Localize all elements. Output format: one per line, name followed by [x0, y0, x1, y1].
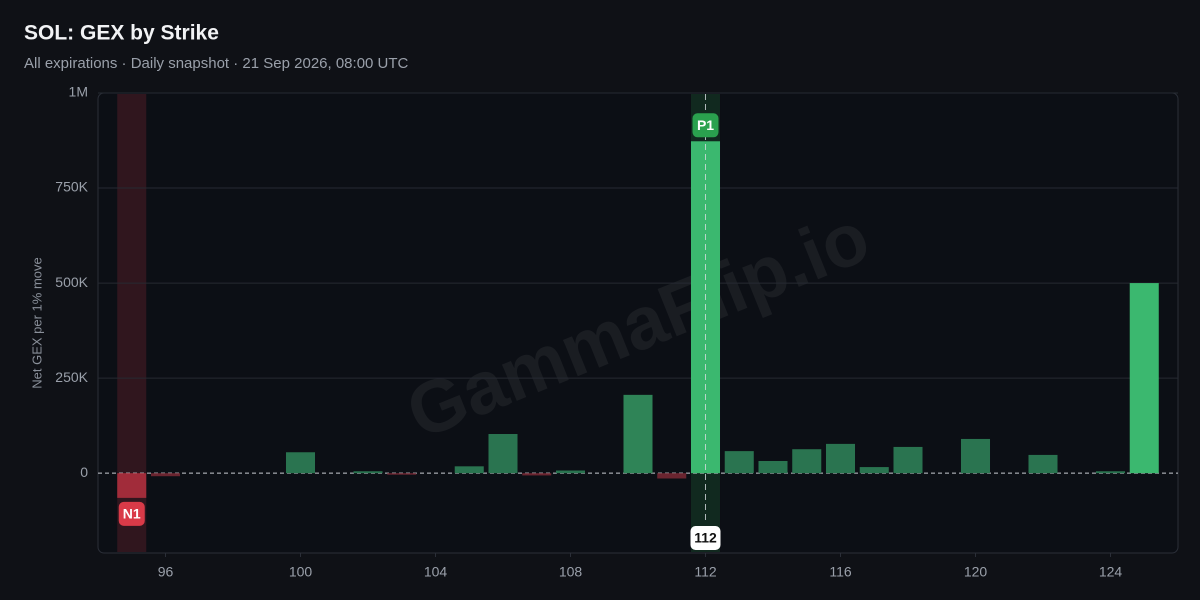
y-tick-label: 1M	[69, 84, 88, 100]
bar	[960, 438, 991, 474]
bar	[792, 449, 822, 474]
bar	[1095, 471, 1126, 474]
y-tick-label: 750K	[55, 179, 88, 195]
bar	[1129, 283, 1159, 474]
bar	[657, 473, 687, 479]
marker-badge	[118, 501, 145, 526]
spot-label: 112	[694, 530, 717, 546]
marker-badge	[692, 113, 719, 138]
x-tick-label: 104	[424, 564, 448, 580]
bar	[758, 461, 788, 474]
bar	[117, 473, 147, 498]
x-tick-label: 96	[158, 564, 174, 580]
bar	[488, 434, 518, 474]
chart-subtitle: All expirations · Daily snapshot · 21 Se…	[24, 55, 409, 72]
bar	[353, 471, 383, 474]
bar	[893, 446, 923, 474]
bar	[825, 443, 856, 474]
x-tick-label: 116	[829, 564, 852, 580]
x-tick-label: 112	[694, 564, 717, 580]
marker-label: P1	[697, 117, 714, 133]
x-tick-label: 108	[559, 564, 583, 580]
spot-badge	[690, 526, 721, 550]
chart-title: SOL: GEX by Strike	[24, 22, 219, 45]
bar	[387, 473, 417, 475]
bar	[285, 452, 316, 474]
bar	[522, 473, 552, 476]
bar	[454, 466, 484, 474]
bar	[724, 451, 754, 474]
x-tick-label: 120	[964, 564, 988, 580]
bar	[1028, 454, 1058, 474]
y-tick-label: 250K	[55, 369, 88, 385]
y-tick-label: 500K	[55, 274, 88, 290]
marker-label: N1	[123, 506, 141, 522]
bar	[150, 473, 181, 477]
y-axis-label: Net GEX per 1% move	[29, 257, 44, 389]
bar	[623, 394, 653, 474]
x-tick-label: 124	[1099, 564, 1123, 580]
bar	[859, 467, 889, 474]
bar	[555, 470, 586, 474]
x-tick-label: 100	[289, 564, 313, 580]
y-tick-label: 0	[80, 464, 88, 480]
